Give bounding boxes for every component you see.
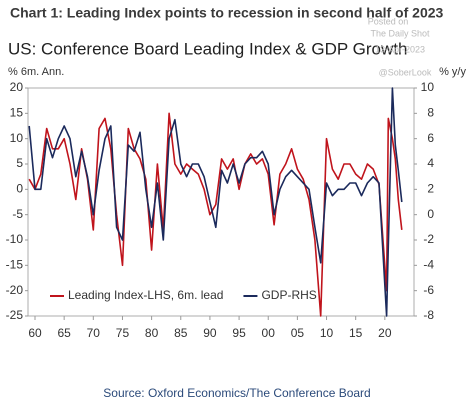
- y-tick-label: -5: [12, 207, 23, 221]
- y2-tick-label: 10: [421, 80, 435, 94]
- y-tick-label: -20: [6, 283, 24, 297]
- y2-tick-label: 6: [427, 131, 434, 145]
- y-tick-label: -25: [6, 308, 24, 322]
- legend-label: GDP-RHS: [261, 288, 316, 302]
- x-tick-label: 05: [291, 326, 305, 340]
- y-axis-label: % 6m. Ann.: [8, 66, 64, 78]
- source: Source: Oxford Economics/The Conference …: [103, 386, 370, 400]
- x-tick-label: 90: [203, 326, 217, 340]
- x-tick-label: 95: [232, 326, 246, 340]
- x-tick-label: 65: [57, 326, 71, 340]
- watermark: 13-Apr-2023: [375, 44, 425, 54]
- y2-tick-label: -6: [423, 283, 434, 297]
- y-tick-label: 5: [16, 156, 23, 170]
- series-line: [28, 112, 403, 317]
- legend-label: Leading Index-LHS, 6m. lead: [68, 288, 223, 302]
- y-tick-label: 10: [10, 131, 24, 145]
- watermark: @SoberLook: [379, 67, 432, 77]
- watermark: The Daily Shot: [370, 28, 430, 38]
- y2-tick-label: 2: [427, 182, 434, 196]
- x-tick-label: 60: [28, 326, 42, 340]
- y2-axis-label: % y/y: [439, 66, 466, 78]
- x-tick-label: 20: [378, 326, 392, 340]
- y-tick-label: 15: [10, 106, 24, 120]
- y-tick-label: 20: [10, 80, 24, 94]
- y2-tick-label: -2: [423, 232, 434, 246]
- x-tick-label: 00: [262, 326, 276, 340]
- header: Chart 1: Leading Index points to recessi…: [10, 5, 444, 21]
- chart-title: US: Conference Board Leading Index & GDP…: [8, 39, 407, 58]
- y-tick-label: -15: [6, 258, 24, 272]
- x-tick-label: 85: [174, 326, 188, 340]
- y2-tick-label: 8: [427, 106, 434, 120]
- plot-frame: [27, 87, 415, 317]
- watermark: Posted on: [368, 16, 409, 26]
- y2-tick-label: 4: [427, 156, 434, 170]
- x-tick-label: 15: [349, 326, 363, 340]
- x-tick-label: 80: [145, 326, 159, 340]
- y-tick-label: -10: [6, 232, 24, 246]
- y2-tick-label: 0: [427, 207, 434, 221]
- y-tick-label: 0: [16, 182, 23, 196]
- y2-tick-label: -8: [423, 308, 434, 322]
- x-tick-label: 70: [87, 326, 101, 340]
- x-tick-label: 75: [116, 326, 130, 340]
- series-line: [28, 87, 403, 317]
- x-tick-label: 10: [320, 326, 334, 340]
- y2-tick-label: -4: [423, 258, 434, 272]
